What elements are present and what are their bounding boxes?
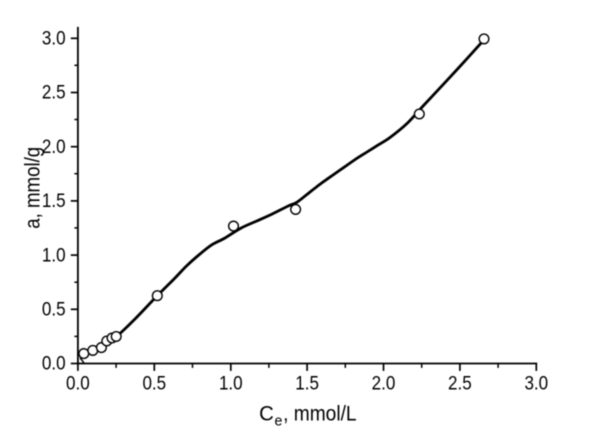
svg-text:3.0: 3.0 [42,28,66,50]
svg-text:3.0: 3.0 [524,373,548,395]
svg-text:2.0: 2.0 [42,136,66,158]
svg-text:0.0: 0.0 [66,373,90,395]
svg-text:2.5: 2.5 [42,82,66,104]
svg-text:C: C [259,403,274,426]
svg-text:1.5: 1.5 [42,190,66,212]
svg-text:0.5: 0.5 [42,299,66,321]
svg-text:1.5: 1.5 [295,373,319,395]
svg-text:0.5: 0.5 [142,373,166,395]
svg-text:2.5: 2.5 [448,373,472,395]
svg-text:1.0: 1.0 [219,373,243,395]
svg-text:a, mmol/g: a, mmol/g [21,147,44,229]
svg-text:0.0: 0.0 [42,353,66,375]
svg-text:2.0: 2.0 [372,373,396,395]
svg-text:1.0: 1.0 [42,244,66,266]
svg-text:, mmol/L: , mmol/L [283,403,357,426]
svg-text:e: e [275,414,283,430]
